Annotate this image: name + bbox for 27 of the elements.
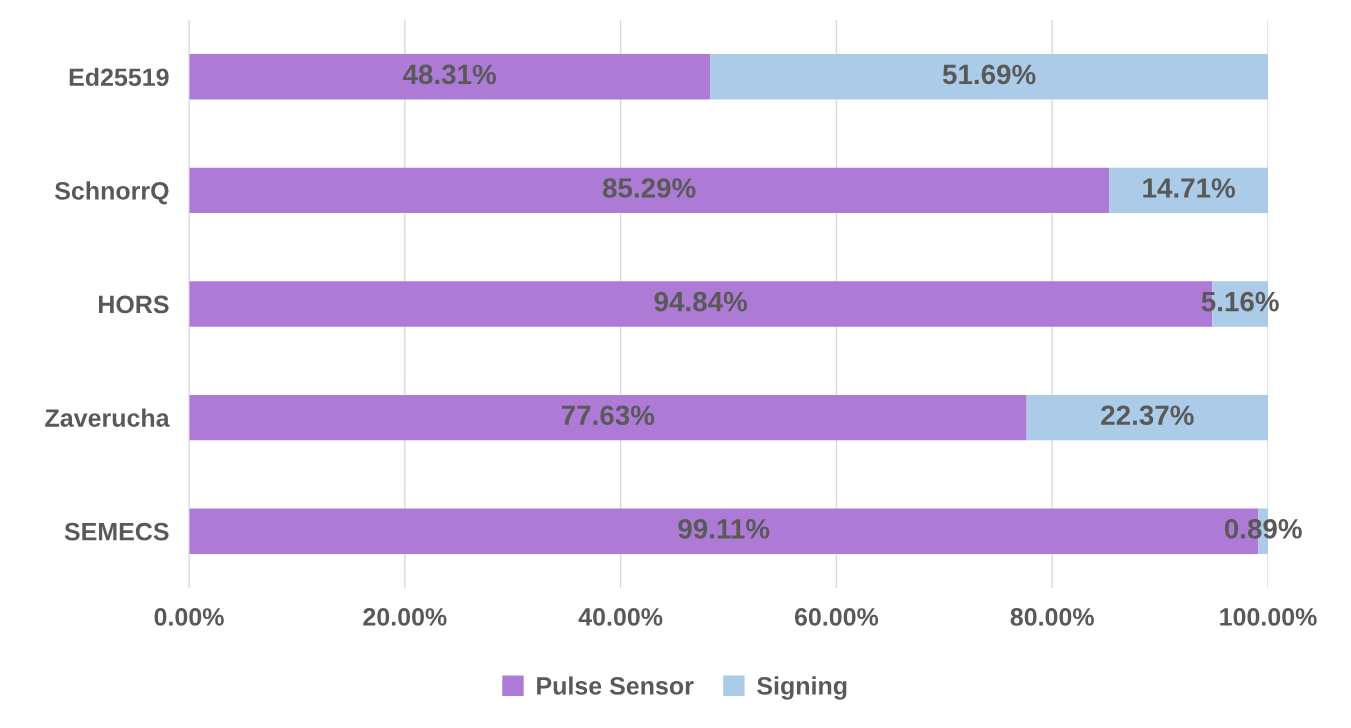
y-tick-label: SchnorrQ [54,181,169,205]
x-tick-label: 80.00% [1010,608,1094,626]
data-label: 48.31% [402,64,497,85]
x-tick-label: 0.00% [154,608,224,626]
y-tick-label: Zaverucha [45,408,170,427]
data-label: 85.29% [602,178,696,198]
bar [189,394,1027,441]
data-label: 0.89% [1224,518,1302,539]
bar [189,167,1110,214]
x-tick-label: 100.00% [1220,608,1317,626]
y-tick-label: HORS [99,295,169,314]
x-tick-label: 40.00% [578,608,663,626]
data-label: 94.84% [654,291,748,312]
x-tick-label: 60.00% [794,608,879,626]
y-tick-label: Ed25519 [69,67,169,87]
data-label: 51.69% [942,64,1036,85]
bar [710,54,1268,100]
x-tick-label: 20.00% [363,608,447,626]
bar [1026,394,1268,441]
data-label: 99.11% [678,518,770,539]
data-label: 22.37% [1101,405,1194,426]
y-tick-label: SEMECS [64,522,169,541]
legend-label: Signing [757,676,847,700]
bar [189,54,711,100]
data-label: 14.71% [1143,178,1236,198]
data-label: 77.63% [561,405,655,426]
legend-label: Pulse Sensor [537,676,694,695]
